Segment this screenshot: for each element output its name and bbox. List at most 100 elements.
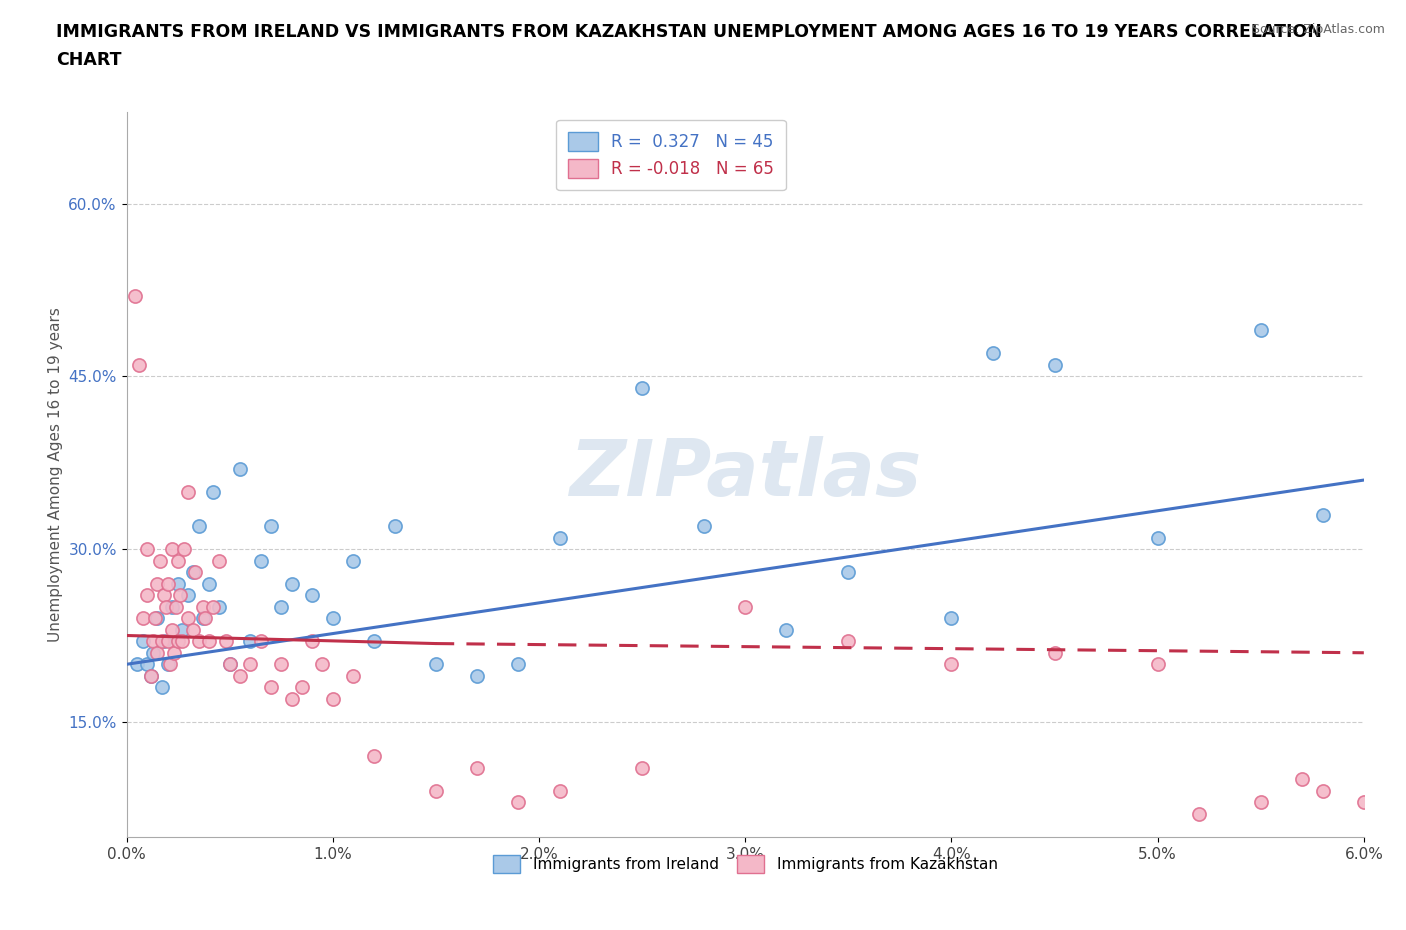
Point [160, 622, 183, 637]
Point [150, 680, 173, 695]
Point [548, 530, 571, 545]
Point [167, 553, 190, 568]
Point [141, 669, 163, 684]
Point [342, 669, 364, 684]
Point [146, 611, 169, 626]
Point [775, 622, 797, 637]
Point [270, 599, 292, 614]
Point [1291, 772, 1313, 787]
Point [191, 611, 214, 626]
Point [194, 611, 217, 626]
Point [465, 669, 488, 684]
Point [1250, 323, 1272, 338]
Point [163, 645, 186, 660]
Point [142, 634, 165, 649]
Point [187, 634, 209, 649]
Point [384, 519, 406, 534]
Text: Source: ZipAtlas.com: Source: ZipAtlas.com [1251, 23, 1385, 36]
Point [508, 657, 530, 671]
Point [837, 565, 859, 579]
Point [941, 611, 963, 626]
Point [125, 657, 148, 671]
Point [249, 634, 271, 649]
Point [156, 577, 179, 591]
Point [693, 519, 716, 534]
Text: ZIPatlas: ZIPatlas [569, 436, 921, 512]
Point [941, 657, 963, 671]
Point [425, 657, 447, 671]
Point [249, 553, 271, 568]
Point [425, 783, 447, 798]
Point [1043, 357, 1066, 372]
Legend: Immigrants from Ireland, Immigrants from Kazakhstan: Immigrants from Ireland, Immigrants from… [485, 847, 1005, 880]
Point [187, 519, 209, 534]
Point [152, 634, 174, 649]
Text: CHART: CHART [56, 51, 122, 69]
Point [239, 634, 262, 649]
Point [167, 577, 190, 591]
Point [291, 680, 314, 695]
Point [208, 599, 231, 614]
Point [172, 622, 194, 637]
Point [1250, 795, 1272, 810]
Point [363, 634, 385, 649]
Point [181, 622, 204, 637]
Point [124, 288, 146, 303]
Point [177, 485, 200, 499]
Point [1353, 795, 1375, 810]
Point [181, 565, 204, 579]
Point [146, 645, 169, 660]
Point [229, 669, 252, 684]
Point [280, 577, 302, 591]
Point [239, 657, 262, 671]
Point [142, 645, 165, 660]
Point [172, 634, 194, 649]
Point [202, 485, 225, 499]
Point [165, 599, 187, 614]
Point [167, 634, 190, 649]
Point [322, 611, 344, 626]
Point [136, 541, 159, 556]
Point [837, 634, 859, 649]
Point [208, 553, 231, 568]
Point [311, 657, 333, 671]
Point [132, 611, 155, 626]
Point [183, 565, 205, 579]
Point [981, 346, 1004, 361]
Point [1146, 657, 1168, 671]
Point [159, 657, 181, 671]
Point [136, 657, 159, 671]
Point [136, 588, 159, 603]
Point [342, 553, 364, 568]
Point [1188, 806, 1211, 821]
Point [141, 669, 163, 684]
Point [160, 541, 183, 556]
Point [202, 599, 225, 614]
Point [229, 461, 252, 476]
Point [1146, 530, 1168, 545]
Point [214, 634, 236, 649]
Point [169, 588, 191, 603]
Point [152, 588, 174, 603]
Point [548, 783, 571, 798]
Point [363, 749, 385, 764]
Point [1312, 783, 1334, 798]
Point [260, 519, 283, 534]
Point [155, 599, 177, 614]
Point [734, 599, 756, 614]
Point [260, 680, 283, 695]
Point [145, 611, 167, 626]
Point [508, 795, 530, 810]
Point [191, 599, 214, 614]
Point [1312, 507, 1334, 522]
Point [156, 657, 179, 671]
Point [1043, 645, 1066, 660]
Point [132, 634, 155, 649]
Point [465, 761, 488, 776]
Point [301, 634, 323, 649]
Point [322, 691, 344, 706]
Point [150, 634, 173, 649]
Point [146, 577, 169, 591]
Text: IMMIGRANTS FROM IRELAND VS IMMIGRANTS FROM KAZAKHSTAN UNEMPLOYMENT AMONG AGES 16: IMMIGRANTS FROM IRELAND VS IMMIGRANTS FR… [56, 23, 1322, 41]
Point [156, 634, 179, 649]
